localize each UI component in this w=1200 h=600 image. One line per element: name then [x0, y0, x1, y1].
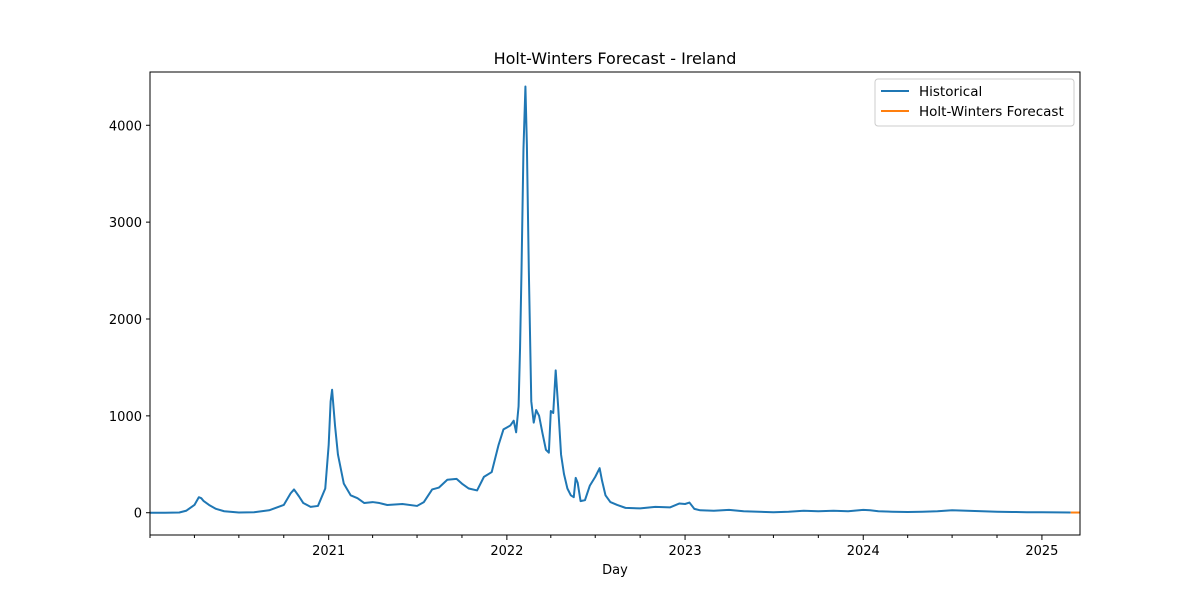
y-tick-label: 2000: [109, 313, 142, 328]
legend: Historical Holt-Winters Forecast: [874, 78, 1075, 127]
y-tick-label: 1000: [109, 410, 142, 425]
x-tick-label: 2025: [1025, 544, 1058, 559]
y-tick-label: 0: [134, 507, 142, 522]
x-tick-label: 2023: [669, 544, 702, 559]
plot-area: [150, 85, 1080, 514]
legend-label: Holt-Winters Forecast: [919, 104, 1064, 120]
x-tick-label: 2024: [847, 544, 880, 559]
plot-frame: [149, 71, 1081, 536]
y-axis: 0 1000 2000 3000 4000: [109, 119, 150, 522]
y-tick-label: 4000: [109, 119, 142, 134]
x-axis: 2021 2022 2023 2024 2025: [149, 535, 1058, 559]
legend-box: [874, 78, 1075, 127]
x-tick-label: 2022: [490, 544, 523, 559]
legend-label: Historical: [919, 84, 982, 100]
y-tick-label: 3000: [109, 216, 142, 231]
chart-title: Holt-Winters Forecast - Ireland: [494, 49, 737, 68]
x-tick-label: 2021: [312, 544, 345, 559]
series-line-0: [150, 85, 1071, 514]
x-axis-label: Day: [602, 563, 628, 578]
